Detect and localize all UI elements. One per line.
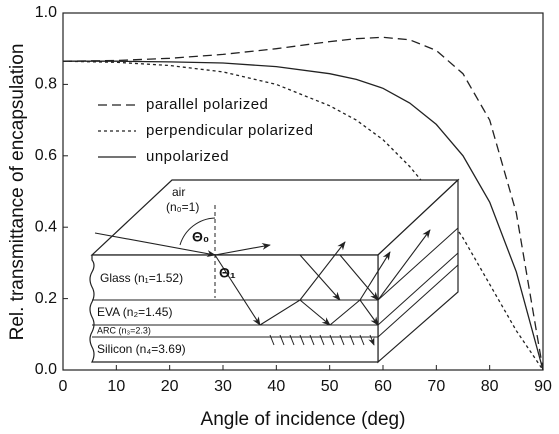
layer-line	[377, 227, 459, 301]
ray	[214, 242, 271, 256]
legend-label: unpolarized	[146, 148, 229, 165]
series-line	[63, 60, 544, 371]
layer-line	[377, 264, 459, 338]
x-tick-label: 60	[374, 378, 392, 395]
y-tick-label: 0.0	[35, 361, 57, 378]
ray	[377, 229, 431, 301]
ray	[94, 232, 216, 258]
encapsulation-diagram: air (n₀=1) Θ₀ Θ₁ Glass (n₁=1.52) EVA (n₂…	[89, 178, 460, 364]
y-tick-label: 0.8	[35, 76, 57, 93]
x-tick-label: 0	[59, 378, 68, 395]
ray	[299, 241, 346, 301]
x-tick-label: 20	[161, 378, 179, 395]
x-tick-label: 70	[427, 378, 445, 395]
ray	[214, 254, 261, 326]
ray	[299, 254, 341, 301]
annotation: ARC (n₃=2.3)	[97, 325, 151, 335]
legend-label: parallel polarized	[146, 96, 268, 113]
annotation: Glass (n₁=1.52)	[100, 271, 183, 285]
layer-line	[377, 252, 459, 326]
annotation: Θ₁	[219, 265, 236, 281]
x-tick-label: 90	[534, 378, 552, 395]
annotation: Silicon (n₄=3.69)	[97, 342, 186, 356]
x-axis-label: Angle of incidence (deg)	[201, 409, 406, 430]
annotation: EVA (n₂=1.45)	[97, 305, 172, 319]
series-line	[62, 60, 544, 371]
y-tick-label: 0.2	[35, 290, 57, 307]
legend-label: perpendicular polarized	[146, 122, 313, 139]
annotation: Θ₀	[192, 229, 209, 245]
ray	[339, 254, 379, 301]
transmitted-rays	[269, 334, 374, 345]
y-tick-label: 1.0	[35, 4, 57, 21]
x-tick-label: 10	[107, 378, 125, 395]
plot-frame	[62, 12, 544, 371]
annotation: (n₀=1)	[166, 200, 199, 214]
series-line	[62, 36, 544, 371]
x-tick-label: 50	[321, 378, 339, 395]
front-face	[89, 254, 379, 363]
x-tick-label: 40	[267, 378, 285, 395]
annotation: air	[172, 185, 185, 199]
x-tick-label: 30	[214, 378, 232, 395]
y-tick-label: 0.4	[35, 218, 57, 235]
y-tick-label: 0.6	[35, 147, 57, 164]
angle-arc	[179, 217, 216, 246]
ray	[359, 251, 391, 301]
x-tick-label: 80	[481, 378, 499, 395]
y-axis-label: Rel. transmittance of encapsulation	[7, 44, 28, 341]
